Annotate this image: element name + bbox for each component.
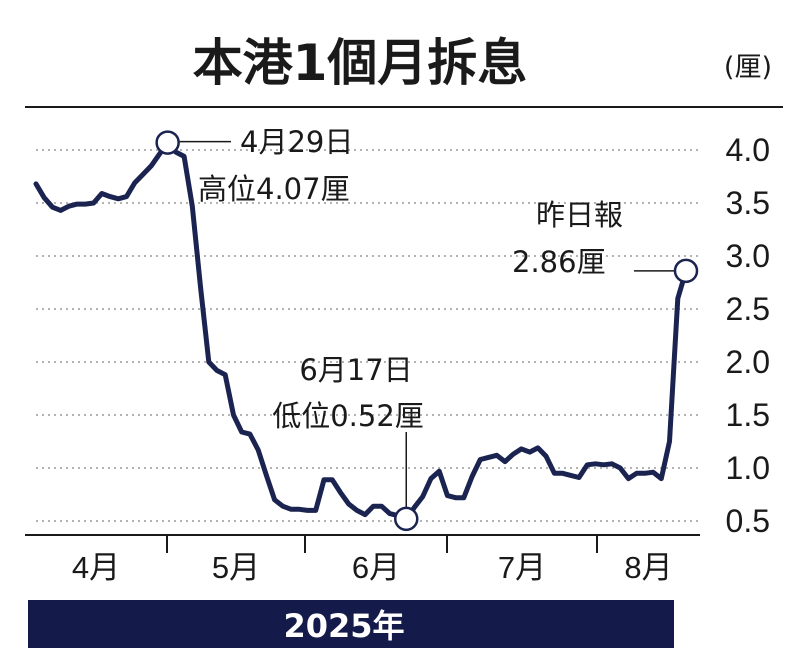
month-label: 6月 bbox=[352, 550, 400, 585]
year-label: 2025年 bbox=[283, 607, 404, 645]
series-line bbox=[33, 140, 689, 522]
year-banner bbox=[28, 600, 674, 648]
annotation-text: 低位0.52厘 bbox=[272, 399, 424, 433]
month-labels: 4月 5月 6月 7月 8月 bbox=[72, 550, 673, 585]
y-tick-label: 4.0 bbox=[726, 132, 770, 168]
month-label: 5月 bbox=[212, 550, 260, 585]
annotation-text: 6月17日 bbox=[299, 353, 412, 387]
annotation-text: 4月29日 bbox=[240, 125, 353, 159]
annotation-text: 2.86厘 bbox=[512, 245, 606, 279]
y-tick-label: 2.0 bbox=[726, 344, 770, 380]
y-tick-label: 1.0 bbox=[726, 450, 770, 486]
y-tick-label: 3.5 bbox=[726, 185, 770, 221]
month-label: 7月 bbox=[498, 550, 546, 585]
y-tick-label: 2.5 bbox=[726, 291, 770, 327]
month-label: 8月 bbox=[624, 550, 672, 585]
y-axis-ticks: 4.0 3.5 3.0 2.5 2.0 1.5 1.0 0.5 bbox=[726, 132, 770, 539]
y-tick-label: 0.5 bbox=[726, 503, 770, 539]
point-marker bbox=[155, 130, 180, 155]
gridlines bbox=[36, 149, 700, 522]
unit-label: (厘) bbox=[724, 52, 772, 83]
point-marker bbox=[673, 258, 699, 284]
point-marker bbox=[394, 506, 419, 532]
series-layer bbox=[33, 140, 689, 522]
month-dividers bbox=[166, 535, 598, 553]
annotation-text: 昨日報 bbox=[536, 198, 623, 232]
month-label: 4月 bbox=[72, 550, 120, 585]
annotation-text: 高位4.07厘 bbox=[198, 172, 350, 206]
y-tick-label: 1.5 bbox=[726, 397, 770, 433]
chart-title: 本港1個月拆息 bbox=[193, 34, 528, 92]
y-tick-label: 3.0 bbox=[726, 238, 770, 274]
